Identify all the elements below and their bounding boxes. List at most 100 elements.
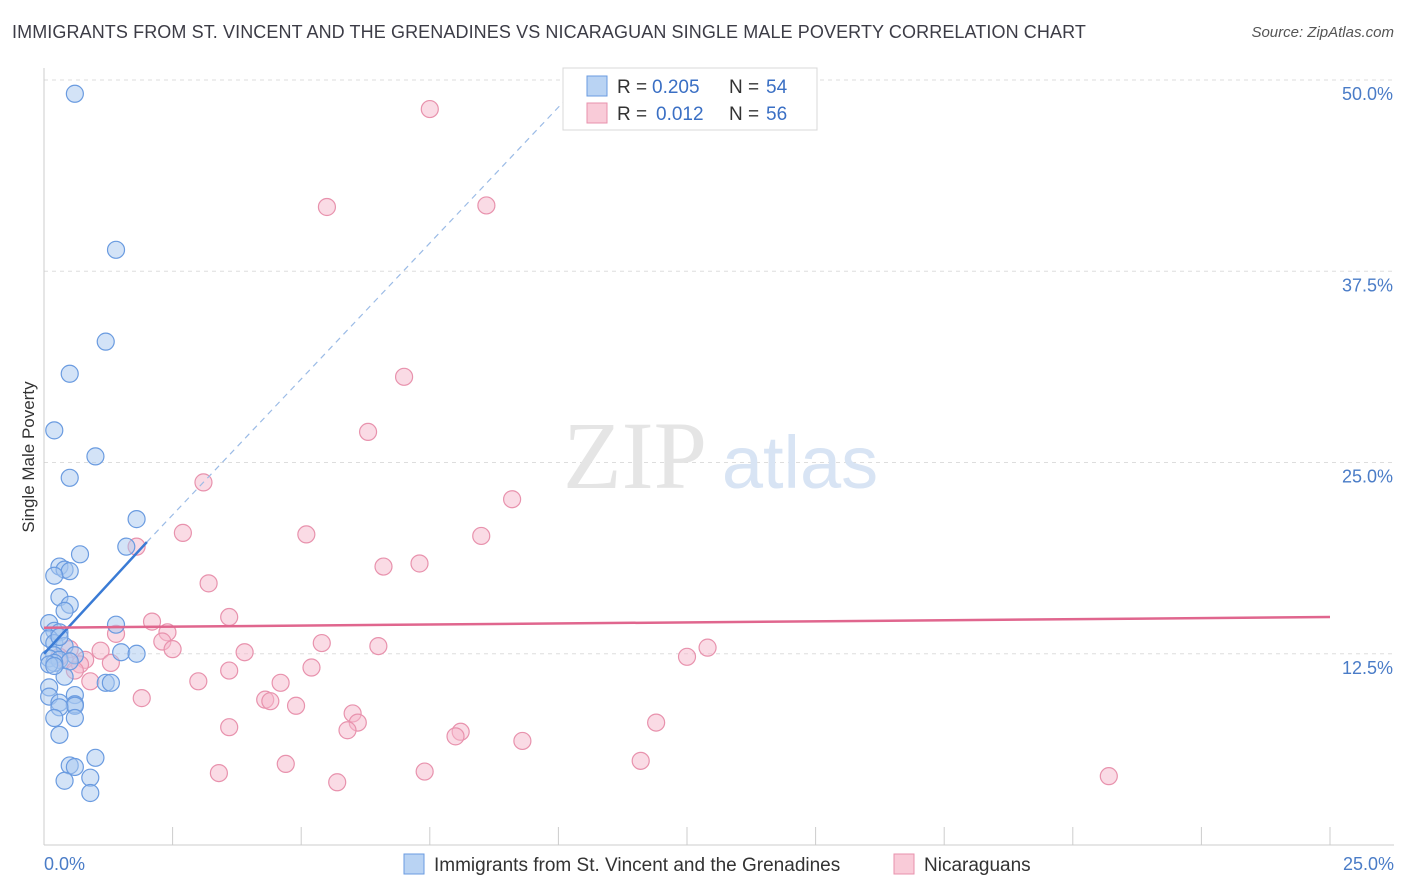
immigrants-point-8: [117, 537, 136, 556]
nicaraguans-point-4: [358, 422, 378, 441]
immigrants-point-12: [60, 562, 79, 581]
nicaraguans-point-43: [647, 713, 666, 732]
immigrants-point-35: [101, 673, 120, 692]
nicaraguans-point-37: [132, 689, 151, 708]
page-title: IMMIGRANTS FROM ST. VINCENT AND THE GREN…: [12, 22, 1086, 42]
legend-r-label-pink: R =: [617, 104, 647, 125]
nicaraguans-point-50: [631, 751, 650, 770]
nicaraguans-point-39: [261, 692, 280, 711]
watermark-atlas: atlas: [722, 421, 878, 504]
nicaraguans-point-13: [199, 574, 218, 593]
immigrants-point-45: [50, 725, 69, 744]
legend-swatch-blue: [586, 75, 608, 97]
bottom-legend: Immigrants from St. Vincent and the Gren…: [403, 853, 1031, 876]
immigrants-point-3: [60, 364, 79, 383]
immigrants-point-24: [112, 643, 131, 662]
watermark: ZIP atlas: [563, 402, 878, 509]
y-tick-label-1: 25.0%: [1342, 467, 1393, 487]
nicaraguans-point-35: [271, 673, 290, 692]
nicaraguans-point-47: [446, 727, 465, 746]
immigrants-point-2: [96, 332, 115, 351]
axes: [43, 68, 1394, 846]
nicaraguans-point-33: [220, 661, 239, 680]
immigrants-point-49: [81, 768, 100, 787]
immigrants-point-6: [60, 468, 79, 487]
y-tick-label-0: 12.5%: [1342, 658, 1393, 678]
nicaraguans-point-45: [338, 721, 357, 740]
nicaraguans-point-54: [1099, 767, 1118, 786]
nicaraguans-point-0: [420, 99, 439, 119]
y-tick-label-2: 37.5%: [1342, 275, 1393, 295]
bottom-legend-label-pink: Nicaraguans: [924, 855, 1031, 876]
immigrants-point-44: [65, 708, 84, 728]
grid-lines: [44, 79, 1394, 655]
nicaraguans-point-44: [220, 718, 239, 737]
nicaraguans-point-19: [312, 633, 331, 653]
immigrants-point-13: [45, 566, 64, 585]
nicaraguans-point-21: [698, 638, 717, 657]
nicaraguans-points: [50, 99, 1118, 792]
bottom-legend-label-blue: Immigrants from St. Vincent and the Gren…: [434, 855, 840, 876]
nicaraguans-point-12: [410, 554, 429, 573]
source-label: Source: ZipAtlas.com: [1251, 24, 1394, 41]
immigrants-point-7: [127, 510, 146, 529]
nicaraguans-point-1: [317, 197, 337, 217]
nicaraguans-point-11: [374, 557, 393, 576]
immigrants-point-4: [45, 421, 64, 440]
immigrants-point-5: [86, 447, 105, 466]
nicaraguans-point-49: [276, 754, 295, 774]
legend-swatch-pink: [586, 102, 608, 124]
legend-n-label-pink: N =: [729, 104, 759, 125]
nicaraguans-point-40: [286, 696, 306, 715]
trend-lines: [43, 79, 1331, 655]
y-axis-label: Single Male Poverty: [19, 381, 38, 533]
x-tick-label-min: 0.0%: [44, 854, 85, 874]
bottom-legend-swatch-blue: [403, 853, 425, 875]
legend-r-label-blue: R =: [617, 77, 647, 98]
legend-r-value-pink: 0.012: [656, 104, 704, 125]
immigrants-trend-line: [43, 541, 148, 655]
immigrants-point-16: [55, 601, 74, 621]
nicaraguans-point-20: [369, 636, 388, 656]
nicaraguans-point-7: [173, 523, 192, 542]
nicaraguans-point-25: [235, 643, 254, 662]
nicaraguans-point-53: [328, 773, 347, 792]
immigrants-point-51: [81, 783, 100, 803]
nicaraguans-point-2: [477, 196, 496, 215]
immigrants-point-53: [45, 656, 64, 676]
nicaraguans-point-34: [189, 672, 208, 691]
legend-n-value-blue: 54: [766, 77, 788, 98]
immigrants-point-0: [65, 84, 84, 103]
nicaraguans-point-31: [302, 658, 321, 677]
immigrants-trend-extension: [146, 79, 585, 543]
legend-r-value-blue: 0.205: [652, 77, 700, 98]
nicaraguans-point-8: [297, 525, 316, 544]
immigrants-point-50: [55, 771, 74, 790]
nicaraguans-trend-line: [43, 615, 1331, 629]
nicaraguans-point-23: [163, 640, 182, 659]
immigrants-point-48: [65, 757, 84, 777]
nicaraguans-point-6: [503, 490, 522, 509]
nicaraguans-point-14: [220, 607, 239, 627]
immigrants-point-25: [127, 644, 146, 663]
y-tick-label-3: 50.0%: [1342, 84, 1393, 104]
immigrants-point-46: [86, 748, 105, 767]
legend: R = 0.205 N = 54 R = 0.012 N = 56: [562, 67, 818, 131]
nicaraguans-point-52: [415, 762, 434, 781]
nicaraguans-point-48: [513, 731, 532, 751]
nicaraguans-point-9: [472, 526, 491, 546]
svg-immigrants-points: [40, 84, 146, 803]
nicaraguans-point-26: [677, 647, 697, 666]
nicaraguans-point-36: [81, 672, 100, 691]
immigrants-point-30: [60, 652, 79, 671]
bottom-legend-swatch-pink: [893, 853, 915, 875]
immigrants-point-18: [106, 615, 126, 634]
legend-n-label-blue: N =: [729, 77, 759, 98]
x-tick-label-max: 25.0%: [1343, 854, 1394, 874]
nicaraguans-point-24: [91, 641, 110, 660]
nicaraguans-point-3: [394, 367, 414, 386]
immigrants-point-43: [45, 708, 64, 728]
legend-n-value-pink: 56: [766, 104, 787, 125]
immigrants-point-9: [70, 545, 90, 564]
